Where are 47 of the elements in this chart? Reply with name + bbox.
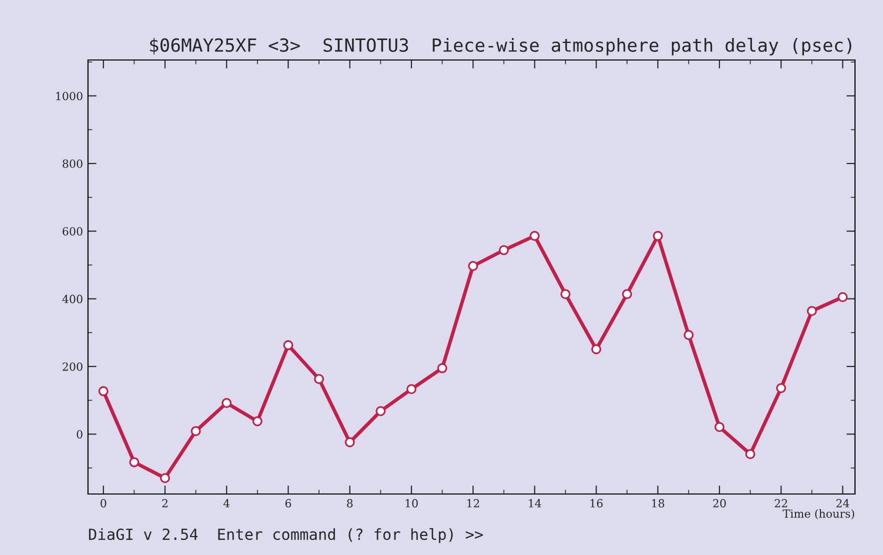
- point: [806, 306, 817, 316]
- x-tick-label: 0: [100, 499, 106, 508]
- point: [684, 330, 694, 340]
- x-tick-label: 6: [285, 499, 292, 508]
- x-tick-label: 12: [467, 499, 480, 508]
- x-tick-label: 2: [162, 499, 168, 508]
- x-tick-label: 18: [652, 499, 664, 508]
- y-tick-label: 200: [62, 362, 82, 371]
- point: [591, 344, 602, 354]
- x-axis-title: Time (hours): [782, 509, 854, 520]
- point: [776, 383, 786, 394]
- y-tick-label: 400: [62, 294, 82, 304]
- point: [560, 289, 570, 300]
- point: [530, 230, 540, 241]
- point: [745, 449, 756, 460]
- point: [714, 422, 724, 432]
- x-tick-label: 24: [836, 499, 850, 508]
- point: [468, 261, 478, 272]
- chart-title: $06MAY25XF <3> SINTOTU3 Piece-wise atmosphere path delay (psec): [150, 38, 852, 56]
- x-tick-label: 16: [590, 499, 603, 508]
- x-tick-label: 20: [713, 499, 726, 508]
- y-tick-label: 1000: [56, 92, 82, 100]
- text: DiaGI v 2.54 Enter command (? for help) >>: [89, 528, 483, 544]
- x-tick-label: 4: [223, 499, 230, 508]
- point: [190, 426, 201, 436]
- point: [222, 398, 232, 408]
- y-tick-label: 800: [62, 159, 82, 168]
- point: [129, 457, 140, 468]
- point: [622, 289, 632, 300]
- y-tick-label: 600: [62, 227, 82, 236]
- point: [838, 292, 848, 302]
- point: [160, 473, 170, 484]
- point: [314, 374, 324, 384]
- x-tick-label: 22: [774, 499, 788, 508]
- point: [652, 230, 663, 241]
- point: [98, 386, 108, 396]
- point: [376, 406, 386, 416]
- point: [252, 416, 262, 426]
- x-tick-label: 14: [528, 499, 542, 508]
- y-tick-label: 0: [76, 430, 82, 439]
- point: [498, 245, 509, 256]
- x-tick-label: 10: [406, 499, 418, 508]
- x-tick-label: 8: [347, 499, 353, 508]
- point: [406, 384, 416, 394]
- point: [437, 363, 448, 374]
- point: [283, 340, 294, 350]
- point: [344, 437, 355, 448]
